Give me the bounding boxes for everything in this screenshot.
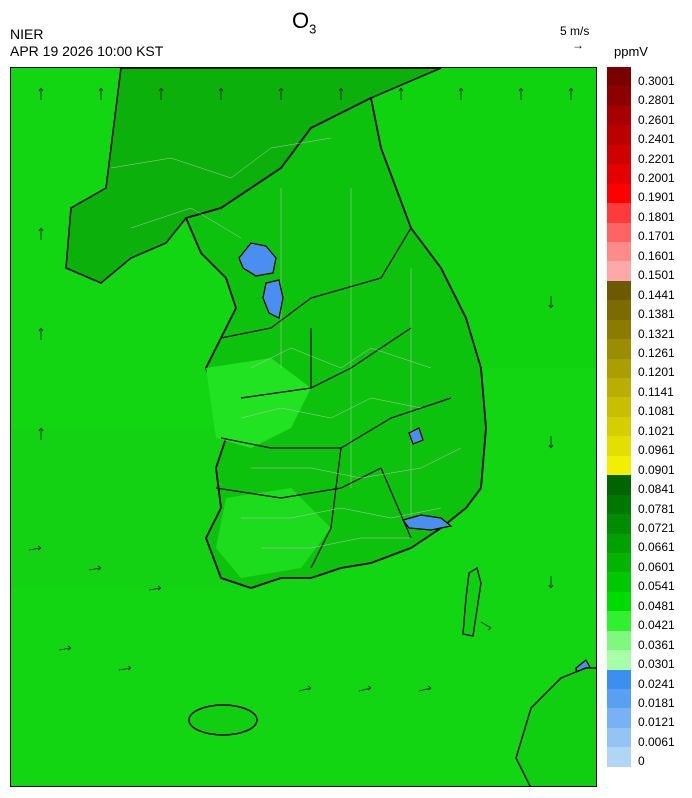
colorbar-segment: [607, 261, 631, 281]
colorbar-label: 0.1701: [638, 229, 675, 244]
colorbar-segment: [607, 572, 631, 592]
colorbar-segment: [607, 358, 631, 378]
colorbar-segment: [607, 591, 631, 612]
low-ozone-south-seoul: [262, 279, 284, 319]
unit-label: ppmV: [614, 44, 648, 59]
colorbar-segment: [607, 144, 631, 165]
southeast-land: [515, 667, 596, 786]
colorbar-segment: [607, 533, 631, 553]
colorbar-label: 0.0841: [638, 482, 675, 497]
colorbar-label: 0.0301: [638, 657, 675, 672]
colorbar-segment: [607, 300, 631, 320]
wind-reference-label: 5 m/s: [560, 24, 590, 38]
colorbar-segment: [607, 611, 631, 631]
colorbar-label: 0.2601: [638, 112, 675, 127]
colorbar-label: 0.2201: [638, 151, 675, 166]
colorbar-segment: [607, 669, 631, 689]
low-ozone-daegu: [408, 427, 424, 445]
colorbar-segment: [607, 689, 631, 709]
sea-region-west: [11, 428, 251, 588]
colorbar-segment: [607, 494, 631, 515]
colorbar-segment: [607, 125, 631, 145]
colorbar-segment: [607, 708, 631, 728]
colorbar-segment: [607, 552, 631, 573]
colorbar-segment: [607, 164, 631, 184]
colorbar-segment: [607, 183, 631, 204]
colorbar-label: 0.1261: [638, 346, 675, 361]
colorbar-segment: [607, 378, 631, 398]
colorbar-segment: [607, 319, 631, 340]
colorbar-segment: [607, 222, 631, 242]
colorbar-label: 0.0061: [638, 734, 675, 749]
colorbar-label: 0.1501: [638, 268, 675, 283]
wind-arrows: [28, 87, 574, 692]
low-ozone-busan: [401, 514, 453, 531]
colorbar-segment: [607, 241, 631, 262]
colorbar-segment: [607, 630, 631, 651]
colorbar-segment: [607, 86, 631, 106]
colorbar-label: 0.0421: [638, 618, 675, 633]
colorbar-label: 0.0541: [638, 579, 675, 594]
colorbar-label: 0.2401: [638, 132, 675, 147]
colorbar-segment: [607, 280, 631, 301]
colorbar-segment: [607, 203, 631, 223]
colorbar-label: 0: [638, 754, 645, 769]
colorbar-segment: [607, 436, 631, 456]
colorbar-segment: [607, 416, 631, 437]
colorbar-segment: [607, 475, 631, 495]
org-label: NIER: [10, 26, 44, 42]
colorbar-segment: [607, 727, 631, 748]
colorbar-label: 0.1601: [638, 248, 675, 263]
colorbar-label: 0.0721: [638, 521, 675, 536]
header-info: NIER APR 19 2026 10:00 KST: [10, 26, 163, 60]
jeju-island: [188, 704, 258, 736]
colorbar-label: 0.0601: [638, 559, 675, 574]
colorbar-label: 0.1801: [638, 209, 675, 224]
colorbar-segment: [607, 514, 631, 534]
chart-title: O3: [292, 8, 317, 37]
province-borders: [215, 227, 452, 569]
colorbar: [607, 67, 631, 767]
colorbar-label: 0.1201: [638, 365, 675, 380]
tsushima-island: [462, 566, 482, 637]
colorbar-segment: [607, 105, 631, 126]
west-plain: [206, 358, 311, 448]
colorbar-label: 0.1021: [638, 423, 675, 438]
district-borders: [110, 137, 462, 549]
southwest-plain: [216, 488, 331, 578]
colorbar-label: 0.0961: [638, 443, 675, 458]
colorbar-label: 0.1381: [638, 307, 675, 322]
colorbar-label: 0.1321: [638, 326, 675, 341]
colorbar-label: 0.0241: [638, 676, 675, 691]
colorbar-label: 0.1901: [638, 190, 675, 205]
colorbar-segment: [607, 67, 631, 87]
colorbar-label: 0.0481: [638, 598, 675, 613]
colorbar-label: 0.2001: [638, 171, 675, 186]
colorbar-label: 0.0661: [638, 540, 675, 555]
colorbar-segment: [607, 397, 631, 417]
colorbar-segment: [607, 747, 631, 767]
ozone-map: [10, 67, 597, 787]
wind-reference-arrow-icon: →: [572, 38, 584, 52]
colorbar-label: 0.1441: [638, 287, 675, 302]
colorbar-label: 0.0361: [638, 637, 675, 652]
colorbar-label: 0.0901: [638, 462, 675, 477]
colorbar-label: 0.1081: [638, 404, 675, 419]
low-ozone-seoul: [238, 242, 277, 277]
datetime-label: APR 19 2026 10:00 KST: [10, 43, 164, 59]
colorbar-label: 0.0781: [638, 501, 675, 516]
map-svg: [11, 68, 596, 786]
colorbar-label: 0.1141: [638, 384, 674, 399]
colorbar-label: 0.3001: [638, 73, 675, 88]
colorbar-segment: [607, 455, 631, 476]
colorbar-segment: [607, 339, 631, 359]
colorbar-label: 0.0181: [638, 696, 675, 711]
colorbar-segment: [607, 650, 631, 670]
colorbar-label: 0.2801: [638, 93, 675, 108]
colorbar-label: 0.0121: [638, 715, 675, 730]
